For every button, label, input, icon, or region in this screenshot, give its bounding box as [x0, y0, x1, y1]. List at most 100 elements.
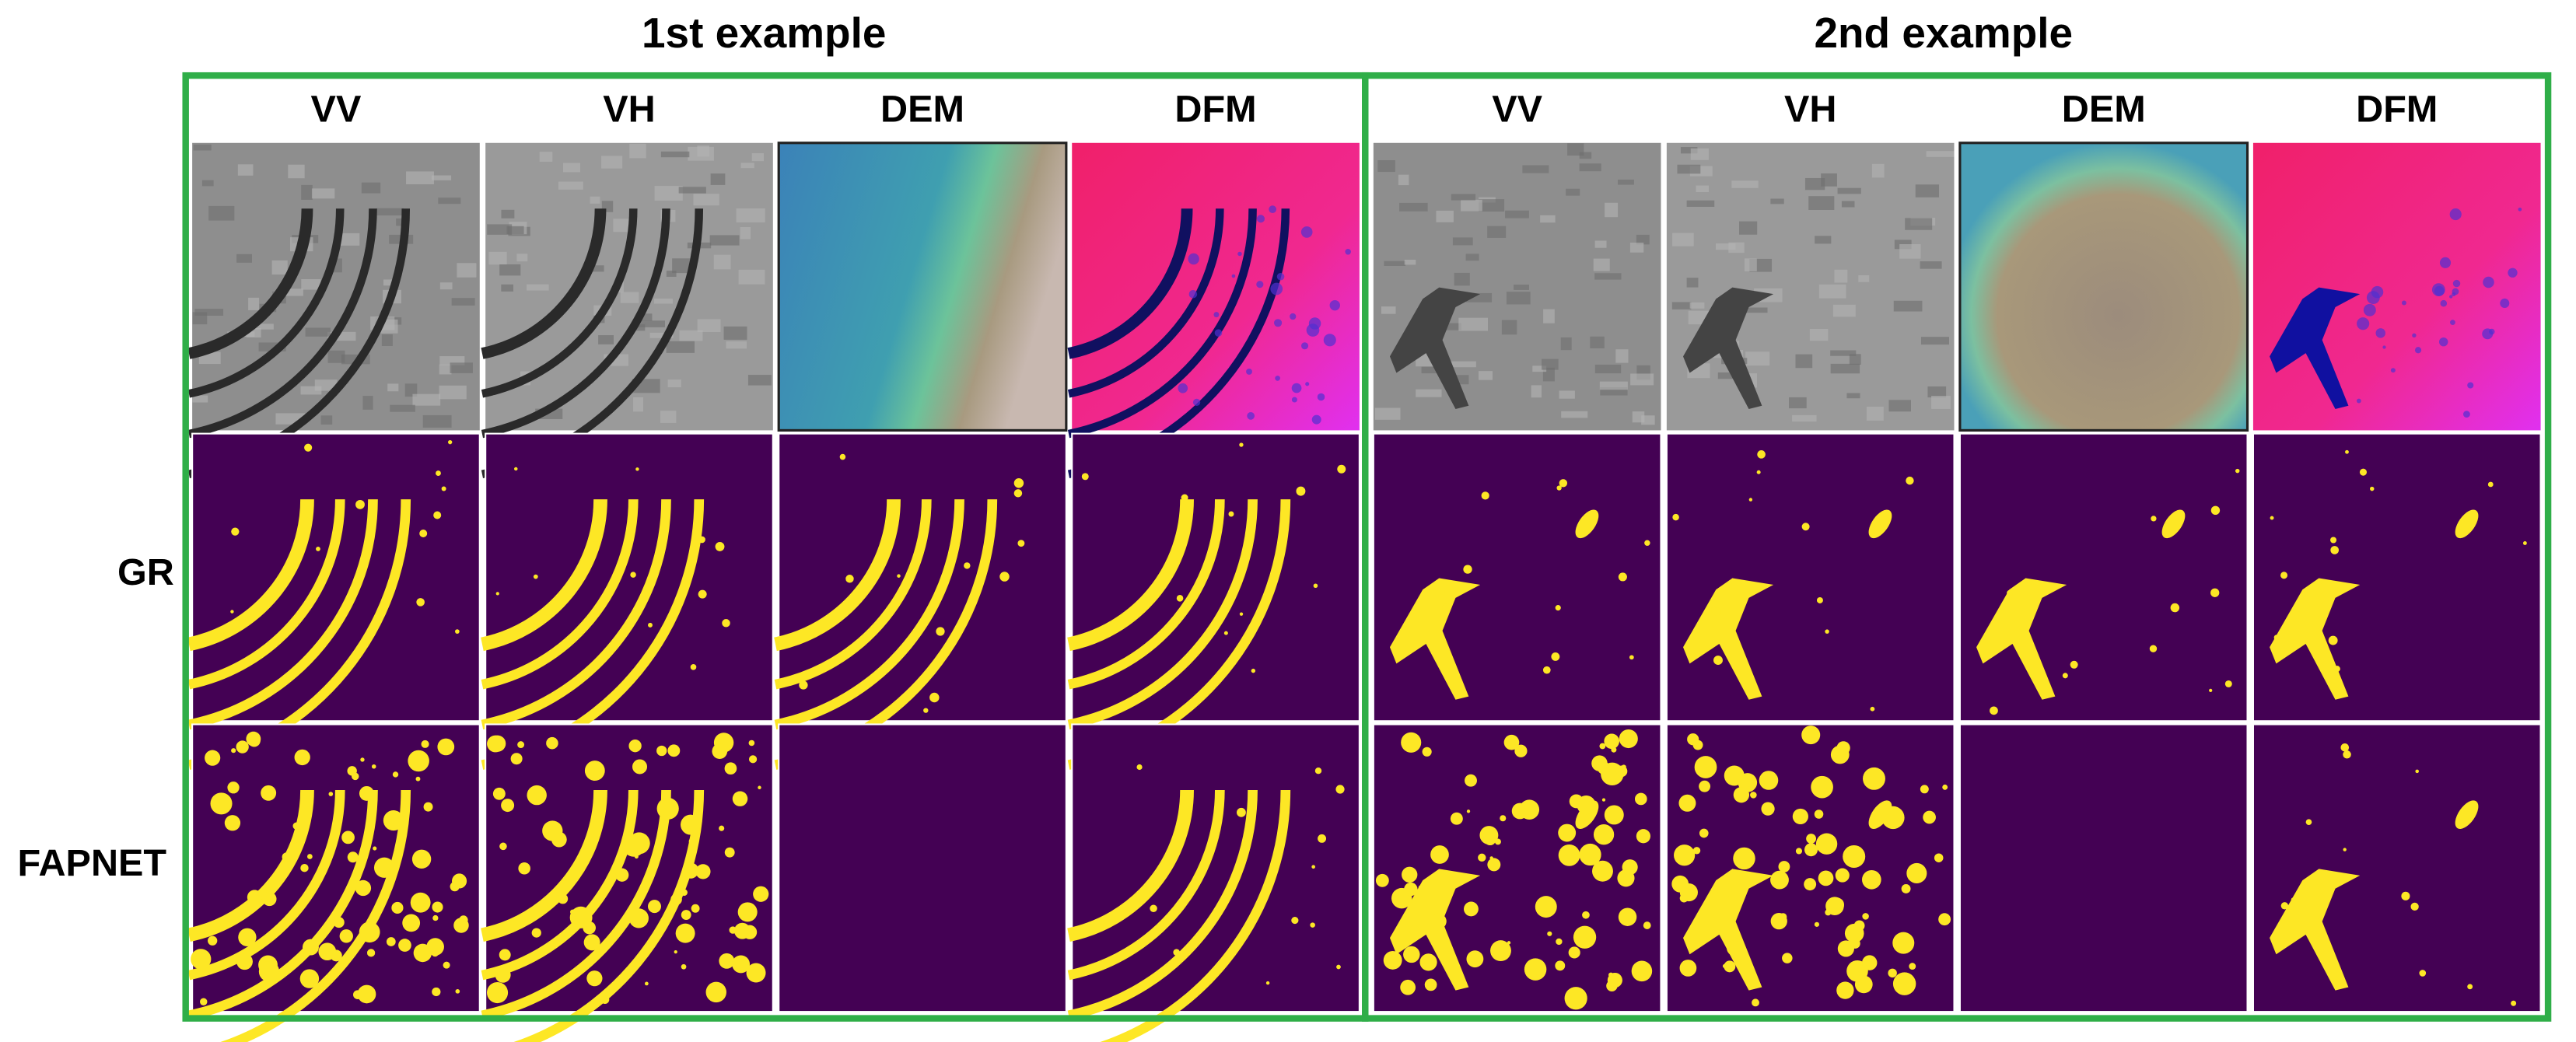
texture — [638, 313, 653, 321]
texture — [1506, 292, 1531, 305]
texture — [1465, 254, 1479, 261]
mask-feature — [732, 791, 748, 806]
texture — [740, 163, 754, 169]
mask-feature — [1619, 729, 1638, 749]
mask-feature — [569, 906, 592, 928]
mask-feature — [1519, 799, 1540, 820]
mask-feature — [230, 610, 234, 614]
texture — [1830, 363, 1860, 374]
input-image — [187, 142, 480, 478]
mask-background — [1071, 723, 1360, 1013]
mask-feature — [923, 708, 929, 713]
mask-feature — [1672, 513, 1679, 521]
mask-feature — [2210, 505, 2221, 516]
feature — [774, 499, 964, 730]
texture — [1305, 382, 1310, 386]
texture — [1256, 215, 1265, 223]
mask-feature — [600, 995, 610, 1005]
texture — [1374, 407, 1401, 420]
feature — [1100, 789, 1291, 1042]
mask-feature — [1870, 706, 1875, 712]
texture — [1188, 289, 1198, 299]
texture — [1717, 372, 1738, 379]
texture — [1744, 258, 1757, 271]
mask-feature — [1503, 734, 1520, 750]
mask-feature — [341, 830, 355, 844]
texture — [1696, 185, 1709, 193]
mask-feature — [2455, 509, 2479, 539]
mask-feature — [1644, 540, 1650, 546]
image-background — [1072, 142, 1360, 431]
mask-feature — [205, 750, 221, 766]
texture — [1479, 199, 1505, 212]
feature — [1067, 789, 1258, 1020]
texture — [2390, 368, 2396, 373]
mask-background — [485, 432, 774, 722]
mask-feature — [355, 879, 372, 897]
mask-feature — [1181, 494, 1188, 502]
texture — [1617, 179, 1634, 185]
mask-feature — [1422, 747, 1432, 757]
mask-feature — [1844, 923, 1864, 943]
texture — [396, 218, 407, 226]
mask-feature — [413, 943, 432, 963]
mask-feature — [698, 589, 707, 599]
feature — [1067, 499, 1225, 690]
texture — [439, 385, 467, 400]
texture — [666, 341, 695, 353]
texture — [1808, 196, 1835, 211]
texture — [660, 411, 677, 423]
mask-feature — [2007, 589, 2013, 596]
texture — [516, 254, 528, 262]
image-background — [1666, 142, 1955, 431]
texture — [1866, 406, 1884, 421]
mask-feature — [386, 937, 396, 946]
texture — [1237, 251, 1242, 257]
mask-feature — [680, 814, 701, 835]
mask-feature — [2340, 743, 2350, 752]
mask-feature — [1862, 913, 1869, 920]
mask-feature — [1643, 921, 1651, 929]
texture — [1632, 411, 1645, 423]
mask-feature — [1757, 450, 1766, 459]
mask-feature — [1699, 828, 1709, 838]
feature — [220, 789, 411, 1042]
mask-feature — [1223, 631, 1228, 635]
mask-feature — [499, 842, 507, 851]
texture — [747, 375, 772, 386]
mask-feature — [455, 988, 460, 994]
mask-feature — [1814, 809, 1824, 819]
mask-feature — [1336, 964, 1341, 970]
mask-feature — [495, 967, 511, 983]
mask-feature — [292, 822, 300, 830]
texture — [2439, 257, 2452, 268]
texture — [1579, 163, 1601, 172]
feature — [187, 208, 377, 439]
texture — [1641, 415, 1655, 425]
row-label: FAPNET — [17, 842, 166, 884]
feature — [481, 499, 639, 690]
mask-image — [2252, 723, 2542, 1013]
mask-feature — [1748, 498, 1753, 502]
texture — [2440, 299, 2448, 307]
texture — [2357, 317, 2370, 330]
mask-feature — [722, 619, 730, 628]
mask-feature — [1440, 589, 1445, 595]
mask-feature — [746, 963, 766, 983]
mask-feature — [208, 935, 218, 946]
mask-feature — [1863, 767, 1885, 790]
texture — [660, 151, 690, 158]
texture — [457, 263, 477, 278]
texture — [1888, 400, 1911, 412]
texture — [1311, 414, 1321, 425]
mask-feature — [1804, 878, 1817, 891]
mask-feature — [1868, 509, 1892, 539]
mask-feature — [1555, 605, 1561, 611]
mask-feature — [1199, 572, 1209, 582]
mask-feature — [1265, 981, 1270, 985]
mask-image — [1372, 723, 1662, 1013]
texture — [588, 265, 604, 272]
texture — [2363, 303, 2376, 316]
mask-feature — [1551, 652, 1560, 661]
mask-feature — [1463, 565, 1472, 574]
